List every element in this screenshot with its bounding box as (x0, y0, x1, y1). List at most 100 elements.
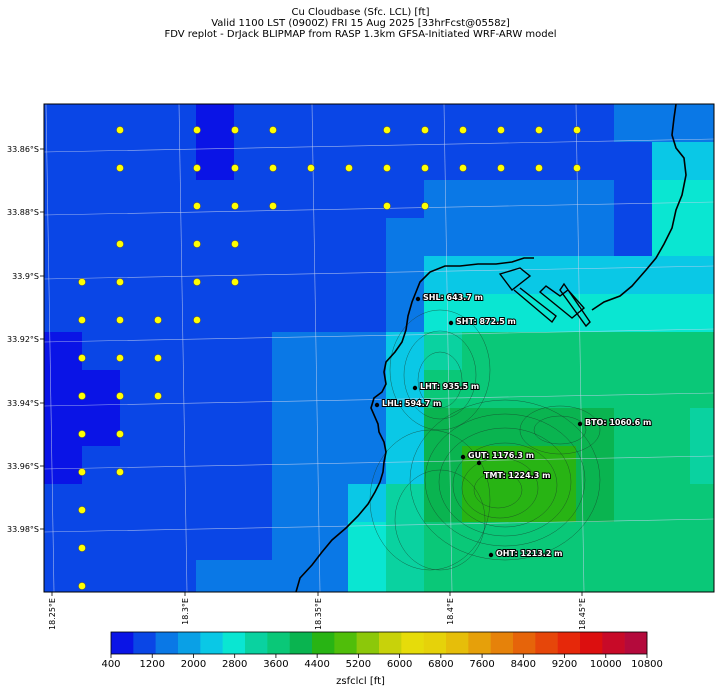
forecast-point-dot (193, 126, 201, 134)
grid-cell (386, 218, 425, 257)
grid-cell (120, 446, 159, 485)
grid-cell (614, 142, 653, 181)
colorbar (110, 631, 648, 658)
colorbar-swatch (580, 632, 603, 654)
grid-cell (652, 370, 691, 409)
grid-cell (44, 522, 83, 561)
forecast-point-dot (383, 164, 391, 172)
latitude-gridline (44, 138, 714, 153)
site-label: LHL: 594.7 m (382, 399, 441, 408)
forecast-point-dot (193, 202, 201, 210)
colorbar-tick-label: 2800 (221, 659, 248, 670)
colorbar-tick-label: 4400 (304, 659, 330, 670)
grid-cell (234, 218, 273, 257)
grid-cell (652, 332, 691, 371)
grid-cell (310, 256, 349, 295)
forecast-point-dot (116, 468, 124, 476)
grid-cell (386, 446, 425, 485)
grid-cell (82, 180, 121, 219)
map-area: SHL: 643.7 m SHT: 872.5 m LHT: 935.5 m LHL:… (44, 104, 714, 592)
forecast-point-dot (116, 126, 124, 134)
grid-cell (462, 484, 501, 523)
site-label: BTO: 1060.6 m (585, 418, 651, 427)
grid-cell (348, 560, 387, 592)
contour-line (438, 427, 572, 537)
grid-cell (462, 142, 501, 181)
grid-cell (44, 218, 83, 257)
grid-cell (576, 408, 615, 447)
forecast-point-dot (269, 126, 277, 134)
grid-cell (386, 332, 425, 371)
grid-cell (158, 560, 197, 592)
site-label: SHL: 643.7 m (423, 293, 483, 302)
contour-line (519, 405, 601, 455)
grid-cell (196, 142, 235, 181)
site-label: TMT: 1224.3 m (484, 471, 550, 480)
colorbar-swatch (401, 632, 424, 654)
grid-cell (614, 332, 653, 371)
grid-cell (690, 370, 714, 409)
latitude-gridline (44, 265, 714, 280)
grid-cell (348, 522, 387, 561)
grid-cell (576, 256, 615, 295)
grid-cell (424, 104, 463, 143)
cloudbase-grid (44, 104, 714, 592)
grid-cell (158, 446, 197, 485)
grid-cell (310, 408, 349, 447)
grid-cell (424, 484, 463, 523)
grid-cell (348, 408, 387, 447)
contour-line (409, 399, 601, 561)
grid-cell (272, 370, 311, 409)
colorbar-swatch (178, 632, 201, 654)
grid-cell (196, 294, 235, 333)
site-label: LHT: 935.5 m (420, 382, 479, 391)
grid-cell (576, 180, 615, 219)
grid-cell (538, 218, 577, 257)
grid-cell (348, 256, 387, 295)
longitude-ticks: 18.25°E 18.3°E 18.35°E 18.4°E 18.45°E (48, 592, 587, 630)
grid-cell (82, 370, 121, 409)
grid-cell (82, 218, 121, 257)
longitude-tick-label: 18.3°E (181, 598, 190, 625)
grid-cell (690, 560, 714, 592)
grid-cell (690, 294, 714, 333)
grid-cell (120, 256, 159, 295)
grid-cell (272, 408, 311, 447)
grid-cell (120, 522, 159, 561)
contour-line (473, 471, 523, 509)
colorbar-swatch (155, 632, 179, 654)
grid-cell (348, 218, 387, 257)
colorbar-tick-label: 7600 (469, 659, 495, 670)
grid-cell (576, 104, 615, 143)
grid-cell (272, 180, 311, 219)
grid-cell (310, 446, 349, 485)
colorbar-swatch (490, 632, 514, 654)
latitude-tick-label: 33.86°S (7, 145, 39, 154)
grid-cell (348, 370, 387, 409)
forecast-point-dot (345, 164, 353, 172)
grid-cell (120, 370, 159, 409)
colorbar-tick-label: 10800 (631, 659, 663, 670)
grid-cell (310, 180, 349, 219)
grid-cell (462, 560, 501, 592)
grid-cell (500, 142, 539, 181)
grid-cell (44, 408, 83, 447)
colorbar-swatch (513, 632, 536, 654)
grid-cell (234, 408, 273, 447)
grid-cell (386, 104, 425, 143)
grid-cell (614, 218, 653, 257)
grid-cell (424, 180, 463, 219)
grid-cell (196, 332, 235, 371)
grid-cell (538, 180, 577, 219)
grid-cell (272, 484, 311, 523)
forecast-point-dot (307, 164, 315, 172)
grid-cell (158, 218, 197, 257)
forecast-point-dot (459, 126, 467, 134)
grid-cell (310, 104, 349, 143)
contour-line (394, 469, 486, 571)
latitude-tick-label: 33.88°S (7, 208, 39, 217)
colorbar-swatch (624, 632, 648, 654)
forecast-point-dot (383, 202, 391, 210)
grid-cell (234, 294, 273, 333)
contour-line (417, 351, 463, 409)
